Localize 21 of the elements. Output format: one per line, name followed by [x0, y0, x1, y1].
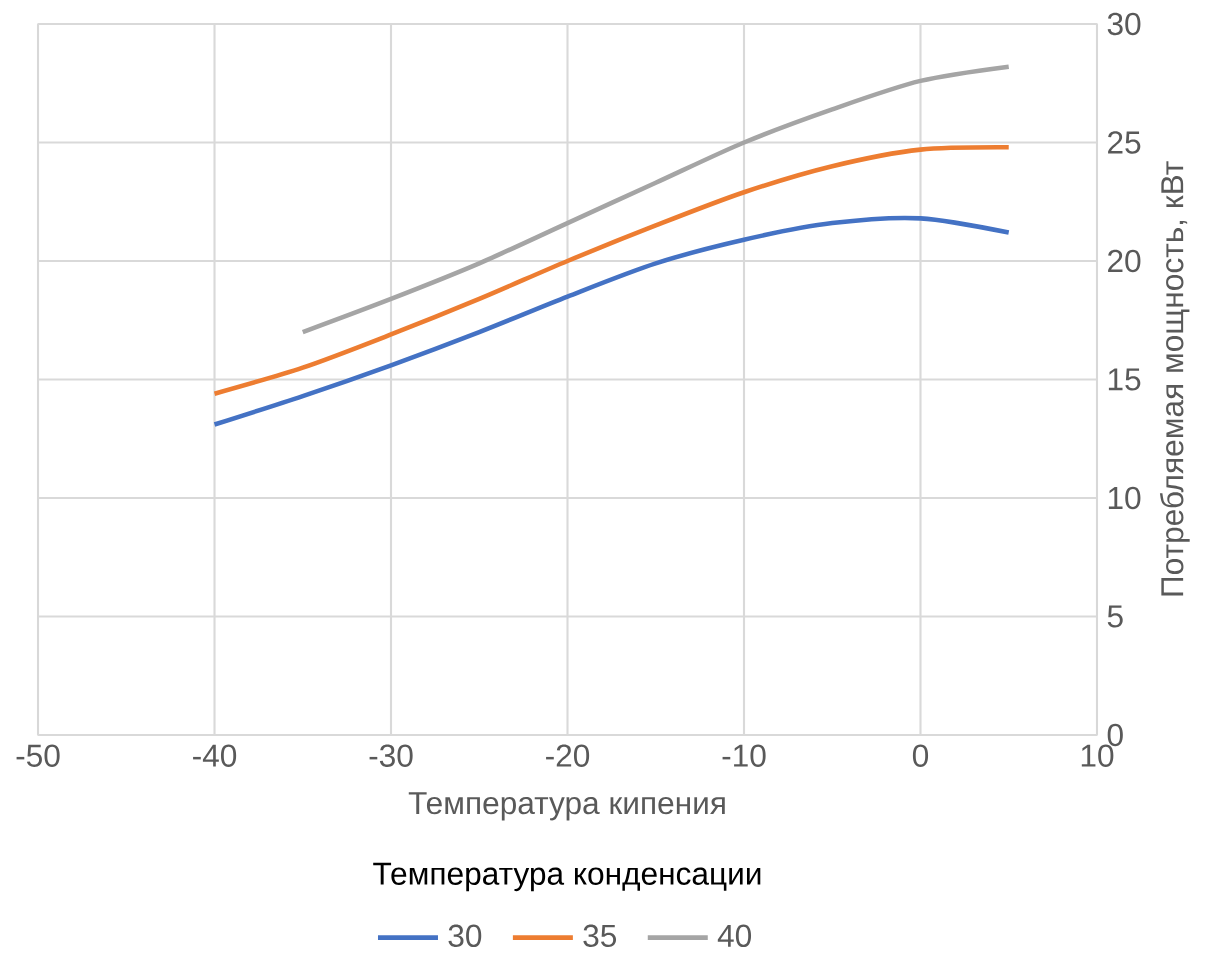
y-axis-title: Потребляемая мощность, кВт: [1159, 161, 1190, 596]
y-tick-label: 25: [1108, 131, 1141, 154]
y-tick-label: 30: [1107, 12, 1141, 36]
y-tick-label: 20: [1108, 249, 1141, 273]
legend-label: 30: [448, 924, 482, 948]
y-tick-label: 15: [1108, 368, 1141, 391]
line-series: [300, 64, 1012, 335]
y-tick-label: 10: [1108, 486, 1141, 510]
x-axis-title: Температура кипения: [408, 792, 725, 821]
line-series: [212, 215, 1012, 427]
x-tick-label: -10: [722, 744, 766, 767]
x-tick-label: -50: [16, 744, 60, 767]
y-tick-label: 5: [1107, 605, 1123, 628]
x-tick-label: 0: [912, 744, 929, 767]
line-series: [212, 144, 1012, 396]
legend-label: 35: [583, 924, 617, 948]
legend-title: Температура конденсации: [373, 862, 761, 892]
legend-label: 40: [717, 924, 752, 948]
x-tick-label: -40: [193, 744, 237, 767]
x-tick-label: -30: [369, 744, 413, 767]
x-tick-label: -20: [546, 744, 590, 767]
